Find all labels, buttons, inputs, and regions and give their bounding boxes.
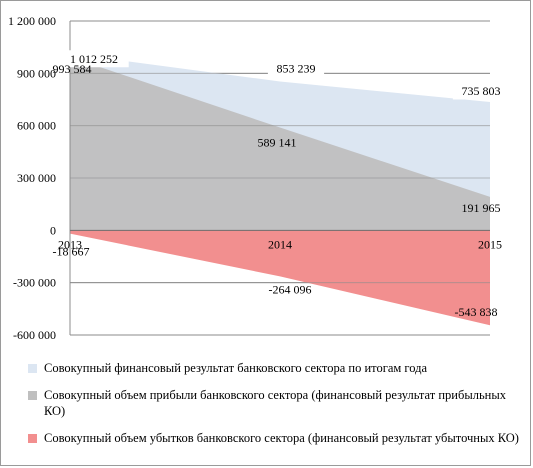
data-label: -18 667 [53, 245, 90, 259]
area-series-3 [70, 230, 490, 326]
data-label-text: 589 141 [258, 136, 297, 150]
data-label-text: 993 584 [53, 62, 92, 76]
data-label-box [267, 59, 325, 77]
y-tick-label: -300 000 [13, 276, 56, 290]
data-label-text: 735 803 [462, 84, 501, 98]
data-label: 589 141 [258, 136, 297, 150]
data-label: 191 965 [462, 201, 501, 215]
x-tick-label: 2013 [58, 237, 82, 251]
data-label-text: -18 667 [53, 245, 90, 259]
legend-swatch-total-result [28, 364, 37, 373]
x-tick-label: 2014 [268, 237, 292, 251]
data-label-box [452, 82, 510, 100]
data-label-text: 191 965 [462, 201, 501, 215]
y-tick-label: 600 000 [17, 119, 56, 133]
y-tick-label: 1 200 000 [8, 14, 56, 28]
data-label: -543 838 [455, 305, 498, 319]
data-label: 853 239 [267, 59, 325, 77]
data-label: 993 584 [53, 62, 92, 76]
legend: Совокупный финансовый результат банковск… [28, 360, 520, 457]
y-tick-label: 300 000 [17, 171, 56, 185]
legend-item-profit: Совокупный объем прибыли банковского сек… [28, 387, 520, 419]
legend-swatch-profit [28, 391, 37, 400]
data-label-text: 853 239 [277, 61, 316, 75]
legend-swatch-loss [28, 434, 37, 443]
area-series-2 [70, 57, 490, 231]
data-label: -264 096 [269, 282, 312, 296]
data-label-text: -543 838 [455, 305, 498, 319]
data-label-text: 1 012 252 [70, 52, 118, 66]
data-label-text: -264 096 [269, 282, 312, 296]
y-tick-label: 0 [50, 223, 56, 237]
legend-label-profit: Совокупный объем прибыли банковского сек… [44, 388, 507, 418]
y-tick-label: 900 000 [17, 66, 56, 80]
y-tick-label: -600 000 [13, 328, 56, 342]
legend-item-loss: Совокупный объем убытков банковского сек… [28, 430, 520, 446]
x-tick-label: 2015 [478, 237, 502, 251]
data-label: 735 803 [452, 82, 510, 100]
data-label-box [59, 50, 129, 68]
data-label: 1 012 252 [59, 50, 129, 68]
legend-label-loss: Совокупный объем убытков банковского сек… [44, 431, 519, 445]
legend-item-total-result: Совокупный финансовый результат банковск… [28, 360, 520, 376]
legend-label-total-result: Совокупный финансовый результат банковск… [44, 361, 428, 375]
